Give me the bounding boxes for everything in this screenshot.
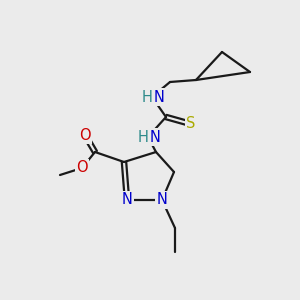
Text: O: O <box>76 160 88 175</box>
Text: N: N <box>157 193 167 208</box>
Text: O: O <box>79 128 91 142</box>
Text: S: S <box>186 116 196 131</box>
Text: H: H <box>138 130 148 145</box>
Text: N: N <box>150 130 160 145</box>
Text: N: N <box>122 193 132 208</box>
Text: N: N <box>154 89 164 104</box>
Text: H: H <box>142 89 152 104</box>
